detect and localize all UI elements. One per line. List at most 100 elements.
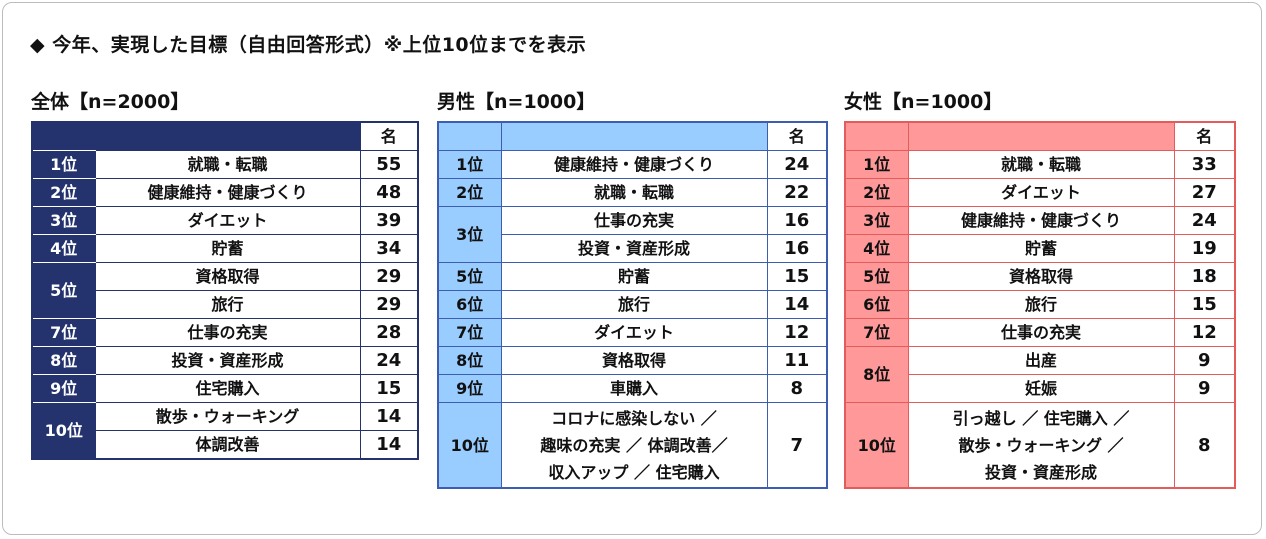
table-row: 2位 就職・転職 22 xyxy=(437,178,828,207)
rank-cell: 8位 xyxy=(844,346,909,403)
item-cell: 健康維持・健康づくり xyxy=(907,206,1175,235)
rank-cell: 10位 xyxy=(437,402,502,489)
count-header-cell: 名 xyxy=(1173,121,1236,151)
rank-cell: 8位 xyxy=(31,346,96,375)
item-cell: 散歩・ウォーキング xyxy=(94,402,361,431)
item-line: コロナに感染しない ／ xyxy=(551,408,717,428)
rank-cell: 7位 xyxy=(437,318,502,347)
item-line: 引っ越し ／ 住宅購入 ／ xyxy=(952,408,1130,428)
item-cell: 就職・転職 xyxy=(907,150,1175,179)
item-line: 収入アップ ／ 住宅購入 xyxy=(548,462,720,482)
rank-cell: 4位 xyxy=(31,234,96,263)
item-cell: 健康維持・健康づくり xyxy=(94,178,361,207)
table-row: 7位 仕事の充実 12 xyxy=(844,318,1236,347)
count-cell: 16 xyxy=(766,206,828,235)
count-cell: 24 xyxy=(1173,206,1236,235)
table-row: 9位 車購入 8 xyxy=(437,374,828,403)
item-cell: 仕事の充実 xyxy=(94,318,361,347)
count-cell: 12 xyxy=(766,318,828,347)
item-cell: 旅行 xyxy=(500,290,768,319)
item-cell: 仕事の充実 xyxy=(907,318,1175,347)
table-row: 4位 貯蓄 19 xyxy=(844,234,1236,263)
table-row: 10位 引っ越し ／ 住宅購入 ／ 散歩・ウォーキング ／ 投資・資産形成 8 xyxy=(844,402,1236,489)
rank-cell: 2位 xyxy=(31,178,96,207)
male-ranking-table: 名 1位 健康維持・健康づくり 24 2位 就職・転職 22 3位 仕事の充実 16 投資・資産形成… xyxy=(437,121,828,489)
item-cell: 貯蓄 xyxy=(500,262,768,291)
count-cell: 9 xyxy=(1173,346,1236,375)
count-cell: 24 xyxy=(359,346,419,375)
item-cell: 体調改善 xyxy=(94,430,361,460)
item-cell: 貯蓄 xyxy=(907,234,1175,263)
rank-cell: 2位 xyxy=(844,178,909,207)
count-cell: 48 xyxy=(359,178,419,207)
item-cell: ダイエット xyxy=(907,178,1175,207)
table-row: 7位 ダイエット 12 xyxy=(437,318,828,347)
count-cell: 33 xyxy=(1173,150,1236,179)
rank-cell: 9位 xyxy=(437,374,502,403)
item-cell: 資格取得 xyxy=(907,262,1175,291)
count-cell: 29 xyxy=(359,262,419,291)
item-cell: 貯蓄 xyxy=(94,234,361,263)
table-row: 5位 資格取得 29 xyxy=(31,262,419,319)
count-cell: 14 xyxy=(359,402,419,431)
count-cell: 7 xyxy=(766,402,828,489)
item-cell: 住宅購入 xyxy=(94,374,361,403)
count-cell: 12 xyxy=(1173,318,1236,347)
item-cell: コロナに感染しない ／ 趣味の充実 ／ 体調改善／ 収入アップ ／ 住宅購入 xyxy=(500,402,768,489)
count-cell: 11 xyxy=(766,346,828,375)
count-cell: 29 xyxy=(359,290,419,319)
item-cell: 投資・資産形成 xyxy=(94,346,361,375)
item-cell: 投資・資産形成 xyxy=(500,234,768,263)
count-cell: 27 xyxy=(1173,178,1236,207)
count-cell: 15 xyxy=(766,262,828,291)
rank-cell: 5位 xyxy=(437,262,502,291)
item-cell: 健康維持・健康づくり xyxy=(500,150,768,179)
table-row: 1位 就職・転職 55 xyxy=(31,150,419,179)
count-cell: 28 xyxy=(359,318,419,347)
count-cell: 9 xyxy=(1173,374,1236,403)
table-row: 6位 旅行 14 xyxy=(437,290,828,319)
item-header-cell xyxy=(907,121,1175,151)
total-ranking-table: 名 1位 就職・転職 55 2位 健康維持・健康づくり 48 3位 ダイエット 39 4位 貯蓄 34 5… xyxy=(31,121,419,460)
header-row: 名 xyxy=(31,121,419,151)
table-row: 体調改善 14 xyxy=(32,430,419,460)
count-cell: 15 xyxy=(359,374,419,403)
item-header-cell xyxy=(500,121,768,151)
table-row: 5位 貯蓄 15 xyxy=(437,262,828,291)
count-cell: 22 xyxy=(766,178,828,207)
rank-cell: 3位 xyxy=(31,206,96,235)
count-cell: 19 xyxy=(1173,234,1236,263)
item-cell: 引っ越し ／ 住宅購入 ／ 散歩・ウォーキング ／ 投資・資産形成 xyxy=(907,402,1175,489)
rank-cell: 6位 xyxy=(437,290,502,319)
rank-cell: 2位 xyxy=(437,178,502,207)
count-cell: 24 xyxy=(766,150,828,179)
table-row: 3位 仕事の充実 16 xyxy=(437,206,828,263)
item-line: 趣味の充実 ／ 体調改善／ xyxy=(540,435,728,455)
count-cell: 8 xyxy=(1173,402,1236,489)
item-cell: 妊娠 xyxy=(907,374,1175,403)
table-row: 2位 健康維持・健康づくり 48 xyxy=(31,178,419,207)
total-heading: 全体【n=2000】 xyxy=(31,91,190,113)
item-cell: 就職・転職 xyxy=(500,178,768,207)
count-header-cell: 名 xyxy=(766,121,828,151)
table-row: 8位 投資・資産形成 24 xyxy=(31,346,419,375)
item-cell: ダイエット xyxy=(500,318,768,347)
female-heading: 女性【n=1000】 xyxy=(844,91,1003,113)
item-line: 投資・資産形成 xyxy=(984,462,1097,482)
count-cell: 39 xyxy=(359,206,419,235)
item-cell: 仕事の充実 xyxy=(500,206,768,235)
table-row: 6位 旅行 15 xyxy=(844,290,1236,319)
count-cell: 15 xyxy=(1173,290,1236,319)
count-cell: 14 xyxy=(766,290,828,319)
rank-cell: 5位 xyxy=(844,262,909,291)
count-cell: 14 xyxy=(359,430,419,460)
count-cell: 16 xyxy=(766,234,828,263)
header-row: 名 xyxy=(437,121,828,151)
table-row: 7位 仕事の充実 28 xyxy=(31,318,419,347)
rank-cell: 7位 xyxy=(844,318,909,347)
item-cell: 車購入 xyxy=(500,374,768,403)
rank-cell: 6位 xyxy=(844,290,909,319)
rank-cell: 3位 xyxy=(437,206,502,263)
count-header-cell: 名 xyxy=(359,121,419,151)
